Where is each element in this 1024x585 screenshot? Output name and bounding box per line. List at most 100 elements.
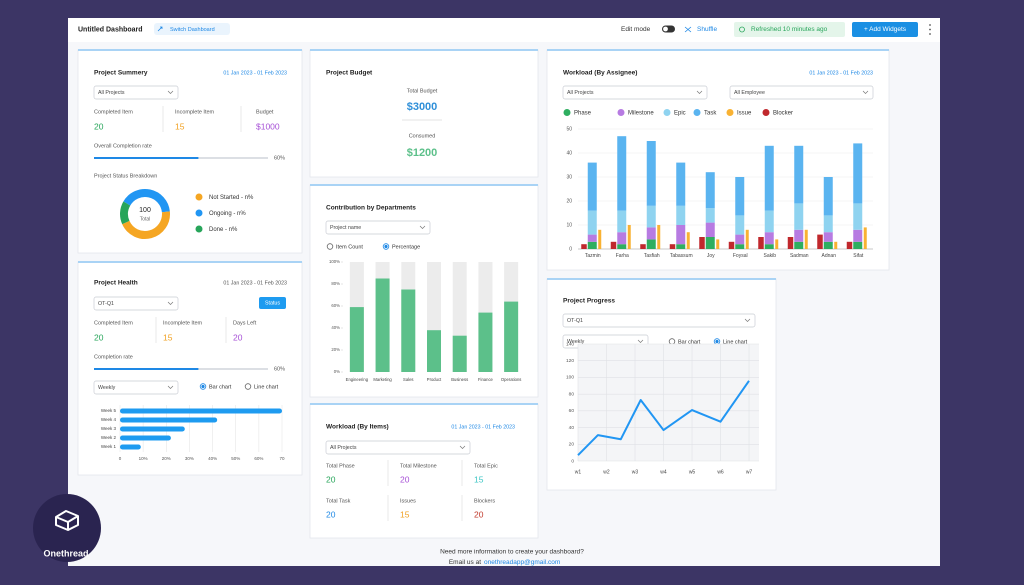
legend-label: Epic: [674, 110, 686, 116]
bar: [375, 278, 390, 372]
y-tick-label: 40%: [331, 325, 340, 330]
x-tick-label: 50%: [231, 456, 240, 461]
y-tick-label: 10: [566, 222, 572, 228]
card-title: Contribution by Departments: [326, 205, 416, 212]
select-value[interactable]: All Projects: [330, 445, 357, 451]
radio-label[interactable]: Bar chart: [678, 339, 701, 345]
bar: [120, 426, 185, 432]
y-tick-label: 100: [566, 375, 574, 381]
select-box[interactable]: [729, 85, 874, 100]
radio-label[interactable]: Percentage: [392, 244, 420, 250]
bar: [804, 229, 808, 249]
card: [77, 49, 303, 254]
bar-segment: [764, 232, 774, 245]
x-tick-label: Sadman: [790, 253, 809, 259]
bar-segment: [735, 244, 745, 249]
x-tick-label: Sakib: [763, 253, 776, 259]
bar: [669, 244, 676, 249]
shuffle-button[interactable]: Shuffle: [697, 26, 718, 33]
radio[interactable]: [326, 243, 334, 250]
x-tick-label: 0: [119, 456, 122, 461]
refresh-icon: [739, 26, 745, 33]
refreshed-status[interactable]: Refreshed 10 minutes ago: [751, 26, 828, 33]
x-tick-label: Foysal: [733, 253, 748, 259]
bar: [699, 237, 705, 249]
chevron: [744, 318, 751, 322]
x-tick-label: Tabassum: [670, 253, 693, 259]
select-box[interactable]: [93, 380, 179, 395]
legend-dot: [693, 109, 701, 116]
y-tick-label: Week 2: [101, 435, 117, 440]
status-label[interactable]: Status: [265, 301, 280, 307]
edit-mode-label: Edit mode: [621, 26, 651, 33]
select-box[interactable]: [93, 85, 179, 100]
date-range: 01 Jan 2023 - 01 Feb 2023: [451, 424, 515, 430]
label: Overall Completion rate: [94, 143, 152, 149]
radio-label[interactable]: Item Count: [336, 244, 363, 250]
select-value[interactable]: OT-Q1: [567, 318, 583, 324]
radio-label[interactable]: Bar chart: [209, 384, 232, 390]
stat-label: Total Epic: [474, 463, 498, 469]
bar-segment: [764, 210, 774, 233]
y-tick-label: Week 3: [101, 426, 117, 431]
bar: [834, 241, 838, 249]
bar: [478, 312, 493, 372]
stat-value: 15: [400, 509, 410, 519]
radio-dot: [384, 244, 388, 249]
select-value[interactable]: Weekly: [567, 339, 585, 345]
bar-segment: [646, 227, 656, 240]
radio[interactable]: [244, 383, 252, 390]
refreshed-pill[interactable]: [734, 22, 845, 37]
bar: [787, 237, 794, 249]
x-tick-label: 60%: [254, 456, 263, 461]
bar-segment: [794, 241, 804, 249]
switch-pill[interactable]: [154, 23, 230, 35]
y-tick-label: 20: [566, 198, 572, 204]
status-button[interactable]: [259, 297, 286, 309]
radio-label[interactable]: Line chart: [254, 384, 279, 390]
bar-segment: [676, 225, 686, 245]
select-box[interactable]: [562, 313, 756, 328]
footer-email[interactable]: onethreadapp@gmail.com: [484, 559, 560, 566]
select-value[interactable]: Weekly: [98, 385, 116, 391]
legend-dot: [195, 193, 203, 201]
bar: [640, 244, 646, 249]
add-widgets-label[interactable]: + Add Widgets: [864, 26, 907, 33]
add-widgets-button[interactable]: [852, 22, 918, 37]
select-value[interactable]: All Employee: [734, 90, 765, 96]
select-value[interactable]: OT-Q1: [98, 301, 114, 307]
select-box[interactable]: [93, 296, 179, 311]
bar: [120, 435, 171, 441]
bar: [120, 408, 282, 414]
x-tick-label: Operations: [501, 377, 521, 382]
bar: [758, 237, 764, 249]
stat-value: 20: [400, 474, 410, 484]
x-tick-label: Farha: [616, 253, 629, 259]
select-box[interactable]: [325, 440, 471, 455]
select-value[interactable]: All Projects: [98, 90, 125, 96]
x-tick-label: Marketing: [373, 377, 392, 382]
bar: [504, 301, 519, 372]
bar: [863, 227, 867, 249]
y-tick-label: 120: [566, 358, 574, 364]
select-box[interactable]: [562, 85, 708, 100]
x-tick-label: Engineering: [346, 377, 369, 382]
select-value[interactable]: All Projects: [567, 90, 594, 96]
select-value[interactable]: Project name: [330, 225, 361, 231]
footer-email-prefix: Email us at: [449, 559, 481, 566]
card: [309, 49, 539, 178]
legend-label: Milestone: [628, 110, 654, 116]
radio-label[interactable]: Line chart: [723, 339, 748, 345]
legend-dot: [617, 109, 625, 116]
switch-dashboard[interactable]: Switch Dashboard: [170, 27, 215, 33]
chevron: [862, 90, 869, 94]
x-tick-label: w3: [632, 469, 639, 475]
stat-label: Completed Item: [94, 320, 133, 326]
progress-text: 60%: [274, 155, 285, 161]
radio[interactable]: [668, 338, 676, 345]
stat-label: Completed Item: [94, 109, 133, 115]
plot-area: [578, 344, 759, 461]
select-box[interactable]: [325, 220, 431, 235]
x-tick-label: w4: [660, 469, 667, 475]
